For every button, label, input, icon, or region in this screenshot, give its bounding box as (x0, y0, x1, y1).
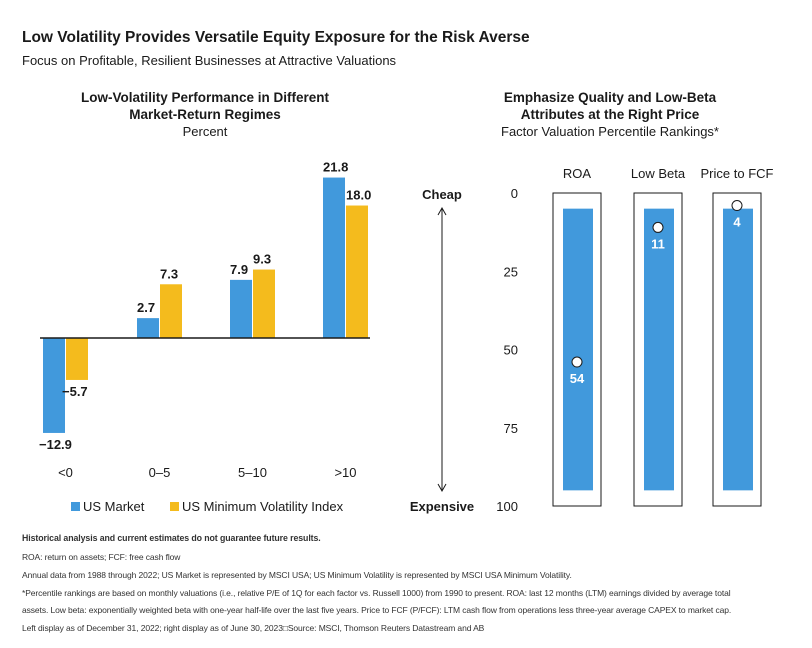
percentile-bar-1 (644, 208, 674, 491)
percentile-bar-0 (563, 208, 593, 491)
data-label-us-market-2: 7.9 (230, 262, 248, 277)
legend-swatch-1 (170, 502, 179, 511)
bar-us-market-0 (43, 338, 65, 433)
legend-label-1: US Minimum Volatility Index (182, 499, 344, 514)
right-chart-title: Emphasize Quality and Low-Beta Attribute… (470, 89, 750, 123)
y-tick-label-2: 50 (504, 343, 518, 358)
percentile-marker-1 (652, 221, 664, 233)
category-label-2: Price to FCF (701, 166, 774, 181)
percentile-value-label-0: 54 (570, 371, 585, 386)
abbreviation-note: ROA: return on assets; FCF: free cash fl… (22, 552, 181, 562)
percentile-value-label-1: 11 (651, 236, 665, 251)
bar-min-vol-0 (66, 338, 88, 380)
legend-swatch-0 (71, 502, 80, 511)
data-label-min-vol-3: 18.0 (346, 188, 371, 203)
x-tick-label-2: 5–10 (238, 465, 267, 480)
x-tick-label-0: <0 (58, 465, 73, 480)
bar-min-vol-3 (346, 205, 368, 338)
data-label-us-market-0: −12.9 (39, 437, 72, 452)
bar-min-vol-2 (253, 269, 275, 338)
percentile-frame-2 (712, 192, 762, 507)
y-tick-label-0: 0 (511, 186, 518, 201)
expensive-label: Expensive (410, 499, 474, 514)
arrow-up-head (437, 206, 447, 216)
source-note: Left display as of December 31, 2022; ri… (22, 623, 485, 633)
right-chart-title-line2: Attributes at the Right Price (520, 107, 700, 122)
x-tick-label-1: 0–5 (149, 465, 171, 480)
disclaimer-note: Historical analysis and current estimate… (22, 533, 321, 543)
cheap-label: Cheap (422, 187, 462, 202)
arrow-down-head (437, 483, 447, 493)
category-label-1: Low Beta (631, 166, 686, 181)
bar-us-market-2 (230, 279, 252, 338)
percentile-frame-0 (552, 192, 602, 507)
left-chart-title-line2: Market-Return Regimes (129, 107, 281, 122)
percentile-bar-2 (723, 208, 753, 491)
legend-label-0: US Market (83, 499, 145, 514)
percentile-note-line2: assets. Low beta: exponentially weighted… (22, 605, 732, 615)
data-label-us-market-3: 21.8 (323, 160, 348, 175)
percentile-frame-1 (633, 192, 683, 507)
percentile-marker-0 (571, 356, 583, 368)
x-tick-label-3: >10 (334, 465, 356, 480)
bar-us-market-3 (323, 177, 345, 338)
bar-min-vol-1 (160, 284, 182, 338)
data-label-min-vol-1: 7.3 (160, 266, 178, 281)
percentile-marker-2 (731, 200, 743, 212)
left-chart-title: Low-Volatility Performance in Different … (50, 89, 360, 123)
page-subtitle: Focus on Profitable, Resilient Businesse… (22, 53, 397, 68)
data-label-min-vol-0: −5.7 (62, 384, 88, 399)
data-label-min-vol-2: 9.3 (253, 252, 271, 267)
page-title: Low Volatility Provides Versatile Equity… (22, 29, 530, 46)
right-chart-title-line1: Emphasize Quality and Low-Beta (503, 90, 717, 105)
right-chart-subtitle: Factor Valuation Percentile Rankings* (501, 124, 719, 139)
y-tick-label-4: 100 (496, 499, 518, 514)
data-note: Annual data from 1988 through 2022; US M… (22, 570, 572, 580)
left-chart-title-line1: Low-Volatility Performance in Different (80, 90, 330, 105)
bar-us-market-1 (137, 318, 159, 338)
left-chart-subtitle: Percent (182, 124, 228, 139)
percentile-value-label-2: 4 (733, 215, 741, 230)
y-tick-label-3: 75 (504, 421, 518, 436)
y-tick-label-1: 25 (504, 264, 518, 279)
percentile-note-line1: *Percentile rankings are based on monthl… (22, 588, 731, 598)
data-label-us-market-1: 2.7 (137, 300, 155, 315)
category-label-0: ROA (563, 166, 592, 181)
